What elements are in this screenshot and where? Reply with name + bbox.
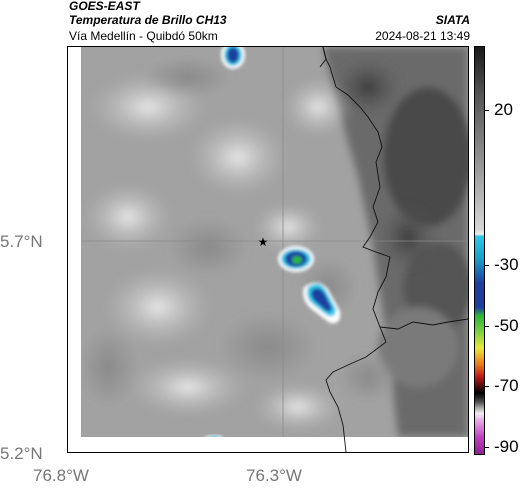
colorbar-label: -90 [494,437,519,456]
satellite-map: ★ [67,46,469,453]
convective-cell-center [278,246,314,272]
satellite-image: ★ [68,47,468,452]
latitude-tick: 5.7°N [0,232,43,251]
longitude-tick: 76.3°W [246,466,302,485]
colorbar-tick [484,386,489,387]
colorbar-label: 20 [494,100,513,119]
product-title: Temperatura de Brillo CH13 [69,13,227,27]
border-line-west [319,47,327,68]
border-line [322,47,391,452]
source-label: SIATA [435,13,470,27]
colorbar [474,46,485,455]
satellite-title: GOES-EAST [69,0,140,13]
colorbar-gradient [475,47,484,454]
star-marker: ★ [258,235,269,249]
border-line-east [379,318,468,330]
convective-cell-north [221,47,245,69]
longitude-tick: 76.8°W [33,466,89,485]
route-label: Vía Medellín - Quibdó 50km [69,29,218,43]
colorbar-tick [484,265,489,266]
datetime-label: 2024-08-21 13:49 [375,29,470,43]
latitude-tick: 5.2°N [0,444,43,463]
cloud-texture [78,57,438,432]
colorbar-label: -50 [494,316,519,335]
colorbar-label: -30 [494,255,519,274]
colorbar-tick [484,326,489,327]
colorbar-tick [484,110,489,111]
colorbar-tick [484,447,489,448]
convective-cell-south [303,282,341,324]
colorbar-label: -70 [494,376,519,395]
